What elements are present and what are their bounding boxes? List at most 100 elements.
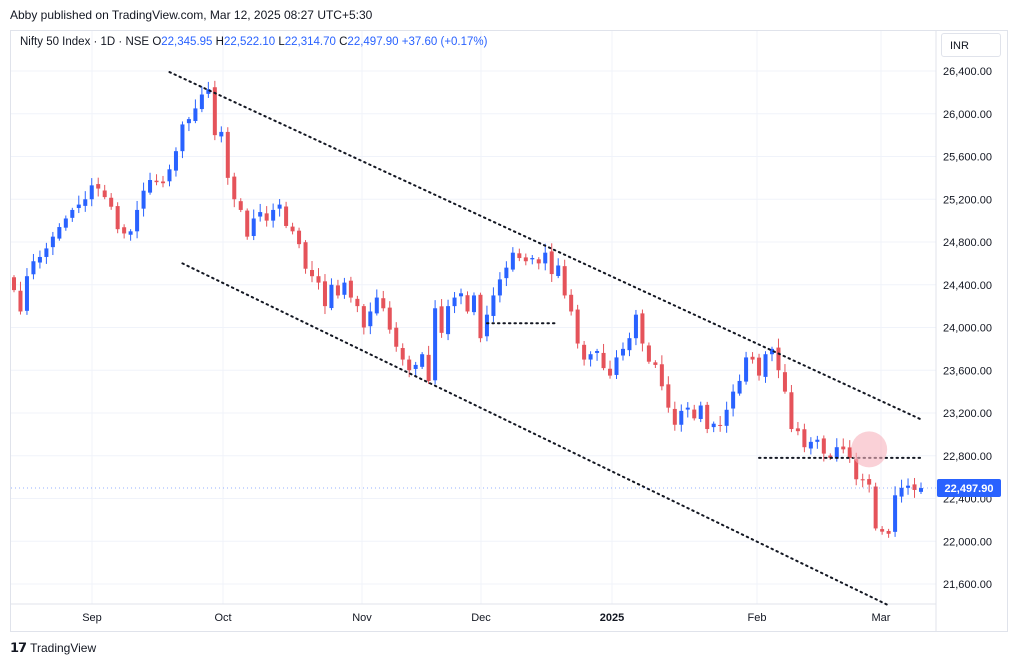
candle-body: [446, 306, 451, 335]
candle-body: [18, 290, 23, 312]
candle-body: [465, 295, 470, 312]
footer-brand-label: TradingView: [30, 641, 97, 655]
candle-body: [834, 447, 839, 459]
candle-body: [530, 258, 535, 260]
candle-body: [335, 285, 340, 296]
candle-body: [122, 227, 127, 234]
candle-body: [478, 294, 483, 339]
chart-frame: [10, 30, 1008, 632]
candle-body: [407, 359, 412, 371]
candle-body: [173, 151, 178, 171]
candle-body: [154, 180, 159, 183]
candle-body: [89, 185, 94, 200]
candle-body: [433, 308, 438, 381]
currency-selector[interactable]: INR: [941, 33, 1001, 57]
candle-body: [620, 348, 625, 356]
candle-body: [841, 446, 846, 450]
candle-body: [37, 256, 42, 263]
candle-body: [251, 218, 256, 237]
candle-body: [148, 180, 153, 193]
low-label: L: [278, 36, 285, 48]
candle-body: [815, 439, 820, 442]
candle-body: [400, 348, 405, 360]
y-tick-label: 26,000.00: [943, 109, 992, 121]
candle-body: [679, 410, 684, 425]
candle-body: [582, 344, 587, 360]
candle-body: [484, 314, 489, 337]
candle-body: [284, 206, 289, 226]
candle-body: [180, 124, 185, 152]
candle-body: [795, 428, 800, 432]
symbol-label[interactable]: Nifty 50 Index · 1D · NSE: [20, 36, 150, 48]
candle-body: [459, 293, 464, 297]
candle-body: [316, 276, 321, 283]
candle-body: [608, 368, 613, 376]
candle-body: [640, 313, 645, 344]
candle-body: [886, 530, 891, 534]
candle-body: [666, 384, 671, 408]
candle-body: [258, 212, 263, 217]
candle-body: [569, 294, 574, 312]
y-tick-label: 24,800.00: [943, 237, 992, 249]
candle-body: [76, 204, 81, 209]
candle-body: [510, 252, 515, 270]
candle-body: [31, 261, 36, 275]
candle-body: [297, 230, 302, 245]
candle-body: [860, 479, 865, 481]
candle-body: [471, 295, 476, 313]
candle-body: [867, 479, 872, 485]
y-tick-label: 22,800.00: [943, 451, 992, 463]
x-tick-label: Feb: [748, 612, 767, 624]
candle-body: [744, 357, 749, 382]
candle-body: [776, 347, 781, 371]
price-chart[interactable]: 26,400.00 26,000.00 25,600.00 25,200.00 24,8…: [0, 0, 1018, 632]
y-tick-label: 21,600.00: [943, 579, 992, 591]
candle-body: [705, 404, 710, 430]
candle-body: [57, 227, 62, 239]
candle-body: [199, 94, 204, 110]
candle-body: [109, 197, 114, 207]
candle-body: [115, 206, 120, 230]
candle-body: [731, 391, 736, 409]
candle-body: [212, 87, 217, 136]
candle-body: [70, 209, 75, 218]
y-tick-label: 22,000.00: [943, 536, 992, 548]
candle-body: [899, 487, 904, 497]
candle-body: [724, 409, 729, 426]
candle-body: [782, 372, 787, 392]
close-value: 22,497.90: [347, 36, 399, 48]
candle-body: [685, 407, 690, 410]
candle-body: [50, 236, 55, 248]
candle-body: [420, 354, 425, 367]
candle-body: [361, 306, 366, 328]
candle-body: [206, 89, 211, 94]
candle-body: [627, 338, 632, 351]
candle-body: [96, 184, 101, 189]
candle-body: [135, 209, 140, 232]
y-tick-label: 25,600.00: [943, 152, 992, 164]
candle-body: [394, 327, 399, 347]
candle-body: [698, 405, 703, 419]
candle-body: [543, 252, 548, 264]
x-tick-label: Sep: [82, 612, 102, 624]
x-tick-label: Dec: [471, 612, 491, 624]
y-tick-label: 24,400.00: [943, 280, 992, 292]
candle-body: [186, 119, 191, 124]
candle-body: [491, 295, 496, 316]
candle-body: [497, 279, 502, 296]
candle-body: [575, 309, 580, 344]
candle-body: [238, 201, 243, 210]
candle-body: [128, 231, 133, 235]
candle-body: [549, 251, 554, 275]
candle-body: [11, 277, 17, 291]
candle-body: [63, 218, 68, 228]
candle-body: [918, 488, 924, 492]
tradingview-logo-icon: 𝟭𝟳: [10, 640, 27, 655]
publisher-caption: Abby published on TradingView.com, Mar 1…: [10, 8, 373, 22]
candle-body: [504, 267, 509, 279]
footer-brand[interactable]: 𝟭𝟳 TradingView: [10, 640, 96, 656]
candle-body: [750, 356, 755, 360]
candle-body: [646, 345, 651, 362]
candle-body: [348, 280, 353, 298]
candle-body: [245, 210, 250, 237]
